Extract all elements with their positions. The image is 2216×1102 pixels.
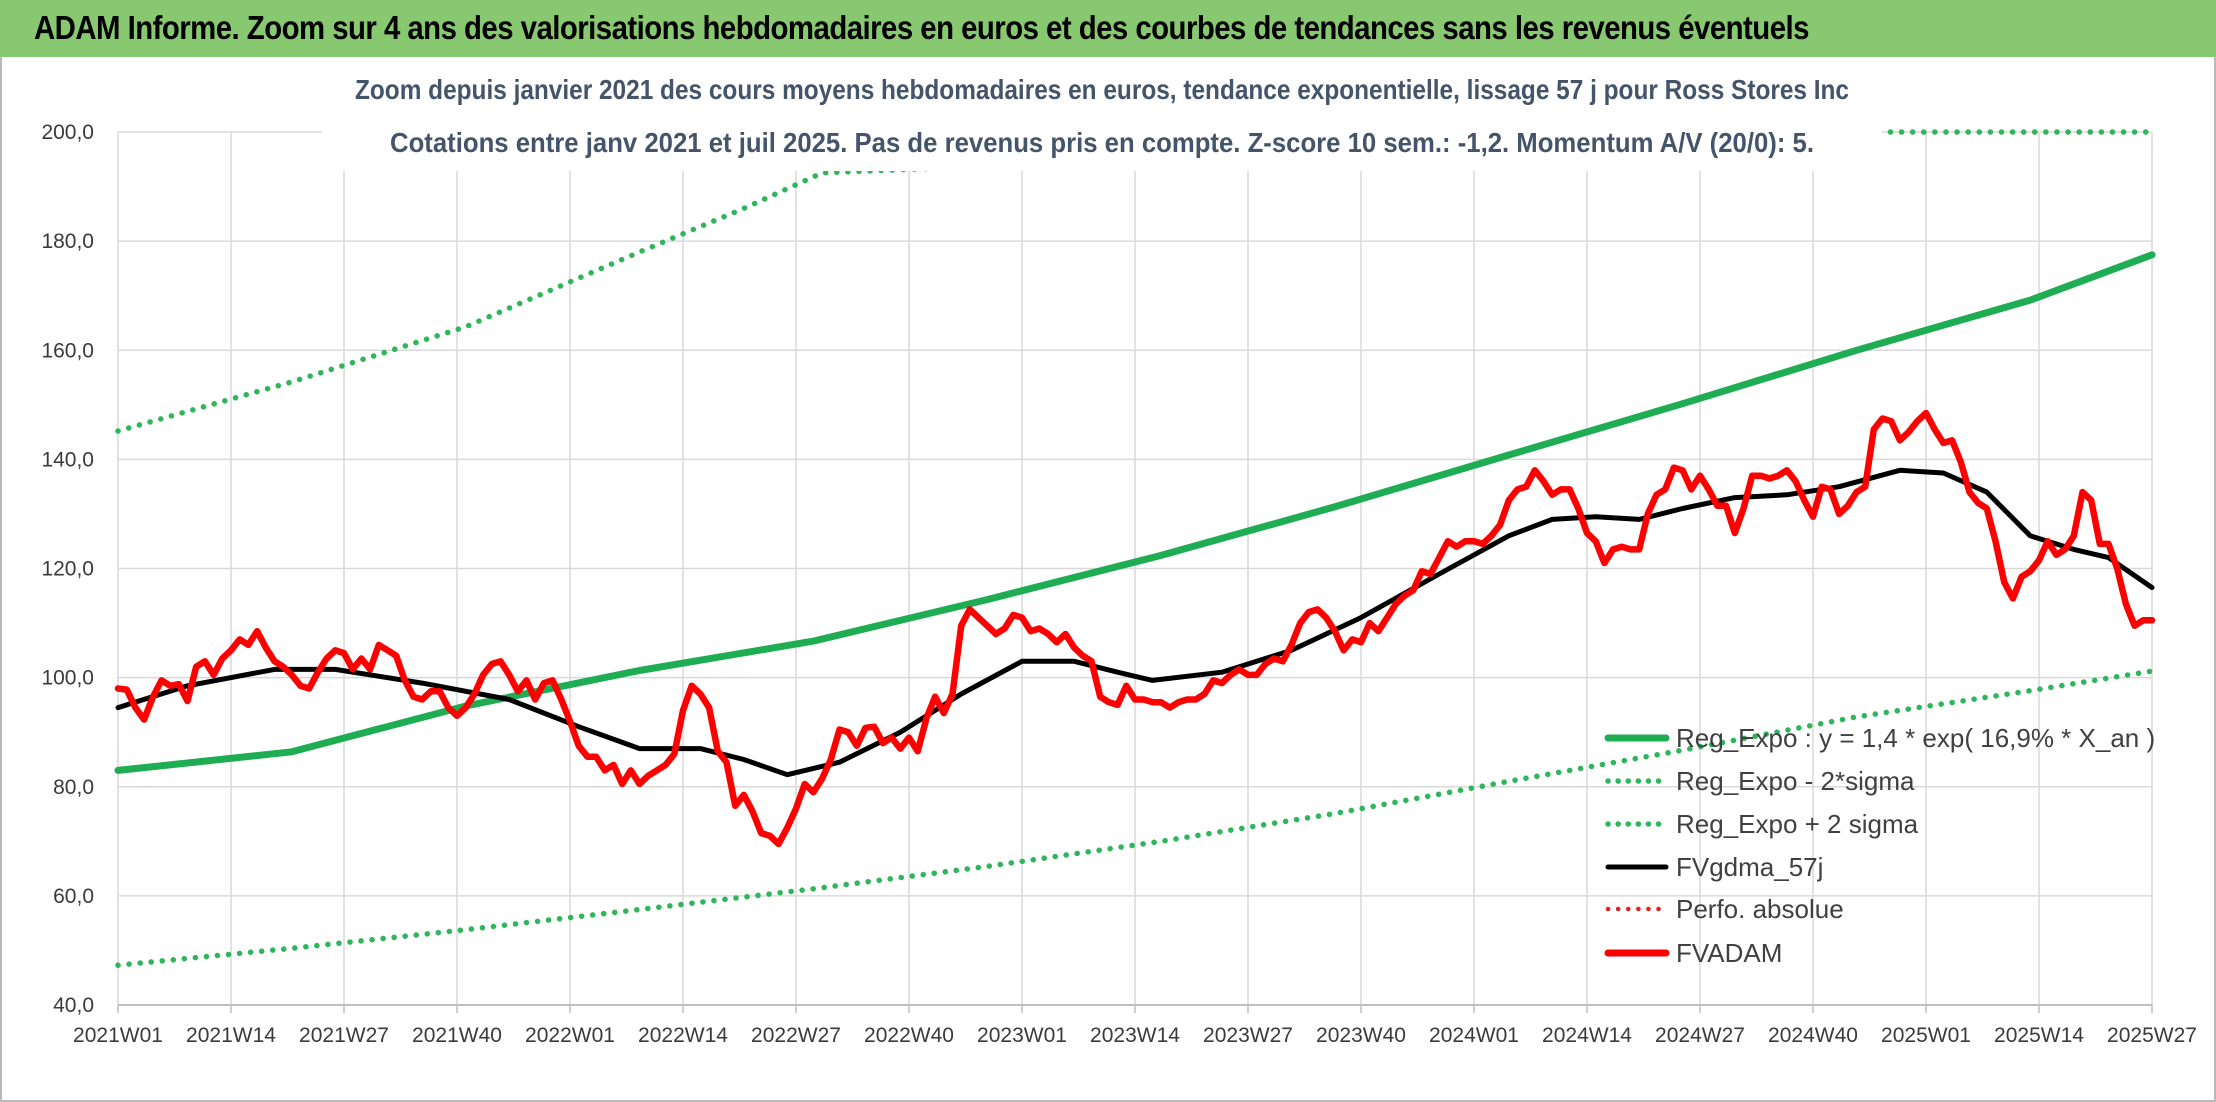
legend-entry-label: FVADAM	[1676, 938, 1782, 968]
x-tick-label: 2023W14	[1090, 1024, 1180, 1047]
x-tick-label: 2021W01	[73, 1024, 163, 1047]
x-tick-label: 2025W27	[2107, 1024, 2197, 1047]
y-tick-label: 120,0	[41, 558, 94, 581]
y-tick-label: 160,0	[41, 339, 94, 362]
x-tick-label: 2025W01	[1881, 1024, 1971, 1047]
legend-entry-label: Perfo. absolue	[1676, 894, 1844, 924]
x-tick-label: 2022W40	[864, 1024, 954, 1047]
y-tick-label: 100,0	[41, 667, 94, 690]
x-tick-label: 2021W27	[299, 1024, 389, 1047]
y-tick-label: 40,0	[53, 994, 94, 1017]
x-tick-label: 2024W01	[1429, 1024, 1519, 1047]
y-tick-label: 140,0	[41, 448, 94, 471]
legend-entry-label: Reg_Expo - 2*sigma	[1676, 766, 1915, 796]
legend-entry-label: FVgdma_57j	[1676, 852, 1823, 882]
chart-frame: 40,0 60,0 80,0 100,0 120,0 140,0 160,0 180,0 200…	[0, 57, 2216, 1102]
page-title: ADAM Informe. Zoom sur 4 ans des valoris…	[34, 9, 1809, 46]
x-tick-label: 2023W01	[977, 1024, 1067, 1047]
subtitle-background	[322, 59, 1882, 171]
chart: 40,0 60,0 80,0 100,0 120,0 140,0 160,0 180,0 200…	[41, 59, 2197, 1047]
header-bar: ADAM Informe. Zoom sur 4 ans des valoris…	[0, 0, 2216, 57]
y-tick-label: 80,0	[53, 776, 94, 799]
series-group	[114, 129, 2156, 968]
series-fvadam	[114, 409, 2156, 848]
series-fvgdma-57j	[115, 467, 2155, 778]
x-tick-label: 2024W14	[1542, 1024, 1632, 1047]
grid	[117, 131, 2153, 1013]
x-tick-label: 2021W40	[412, 1024, 502, 1047]
legend-entry-label: Reg_Expo + 2 sigma	[1676, 809, 1919, 839]
x-tick-label: 2022W14	[638, 1024, 728, 1047]
x-tick-label: 2025W14	[1994, 1024, 2084, 1047]
chart-subtitle: Zoom depuis janvier 2021 des cours moyen…	[322, 59, 1882, 171]
x-tick-label: 2023W27	[1203, 1024, 1293, 1047]
legend-entry-label: Reg_Expo : y = 1,4 * exp( 16,9% * X_an )	[1676, 723, 2155, 753]
subtitle-line-2: Cotations entre janv 2021 et juil 2025. …	[390, 127, 1814, 158]
subtitle-line-1: Zoom depuis janvier 2021 des cours moyen…	[355, 74, 1849, 105]
x-tick-label: 2022W27	[751, 1024, 841, 1047]
x-tick-label: 2022W01	[525, 1024, 615, 1047]
x-axis: 2021W01 2021W14 2021W27 2021W40 2022W01 2022W…	[73, 1024, 2197, 1047]
x-tick-label: 2023W40	[1316, 1024, 1406, 1047]
x-tick-label: 2024W27	[1655, 1024, 1745, 1047]
x-tick-label: 2024W40	[1768, 1024, 1858, 1047]
y-tick-label: 60,0	[53, 885, 94, 908]
y-tick-label: 200,0	[41, 121, 94, 144]
x-tick-label: 2021W14	[186, 1024, 276, 1047]
y-tick-label: 180,0	[41, 230, 94, 253]
y-axis: 40,0 60,0 80,0 100,0 120,0 140,0 160,0 180,0 200…	[41, 121, 94, 1017]
legend: Reg_Expo : y = 1,4 * exp( 16,9% * X_an )…	[1604, 723, 2155, 968]
